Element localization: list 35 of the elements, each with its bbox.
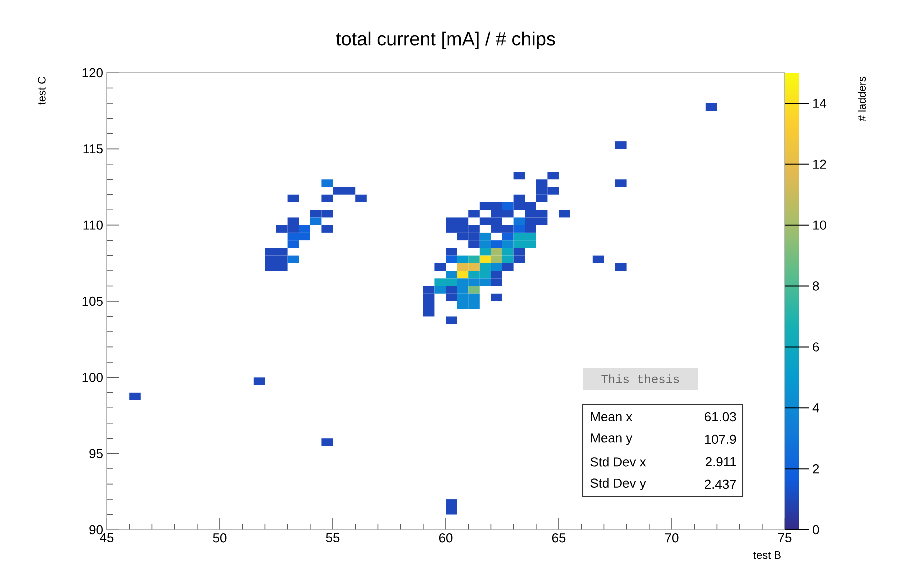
color-bar-label: 10 — [814, 220, 826, 230]
x-tick-label: 55 — [326, 534, 340, 543]
x-tick-label: 45 — [100, 534, 114, 543]
color-bar-label: 14 — [814, 99, 827, 108]
color-bar-label: 4 — [812, 404, 820, 413]
annotation: 61.03 — [705, 412, 736, 422]
color-bar-label: 0 — [813, 525, 820, 535]
color-bar-label: 12 — [814, 160, 826, 169]
y-tick-label: 90 — [90, 525, 103, 535]
color-bar-label: 6 — [813, 342, 820, 352]
y-tick-label: 110 — [84, 220, 103, 230]
x-tick-label: 60 — [439, 534, 453, 543]
annotation: Std Dev y — [590, 478, 646, 491]
chart-title: total current [mA] / # chips — [336, 32, 556, 50]
x-axis-title: test B — [754, 552, 781, 560]
annotation: 107.9 — [705, 434, 736, 444]
y-tick-label: 115 — [84, 144, 103, 154]
color-bar-title: # ladders — [858, 76, 866, 122]
x-tick-label: 70 — [665, 534, 679, 543]
annotation: 2.911 — [706, 457, 736, 467]
y-tick-label: 95 — [90, 449, 103, 458]
y-tick-label: 120 — [82, 68, 103, 78]
x-tick-label: 50 — [213, 534, 227, 543]
annotation: 2.437 — [705, 480, 736, 490]
y-tick-label: 100 — [82, 373, 103, 382]
y-axis-title: test C — [38, 76, 46, 105]
x-tick-label: 75 — [778, 534, 792, 543]
x-tick-label: 65 — [552, 534, 566, 543]
annotation: This thesis — [602, 374, 680, 384]
annotation: Mean x — [591, 412, 633, 422]
color-bar-label: 2 — [813, 464, 820, 474]
y-tick-label: 105 — [82, 296, 103, 306]
annotation: Std Dev x — [590, 457, 646, 467]
annotation: Mean y — [591, 434, 633, 446]
color-bar-label: 8 — [813, 282, 820, 291]
